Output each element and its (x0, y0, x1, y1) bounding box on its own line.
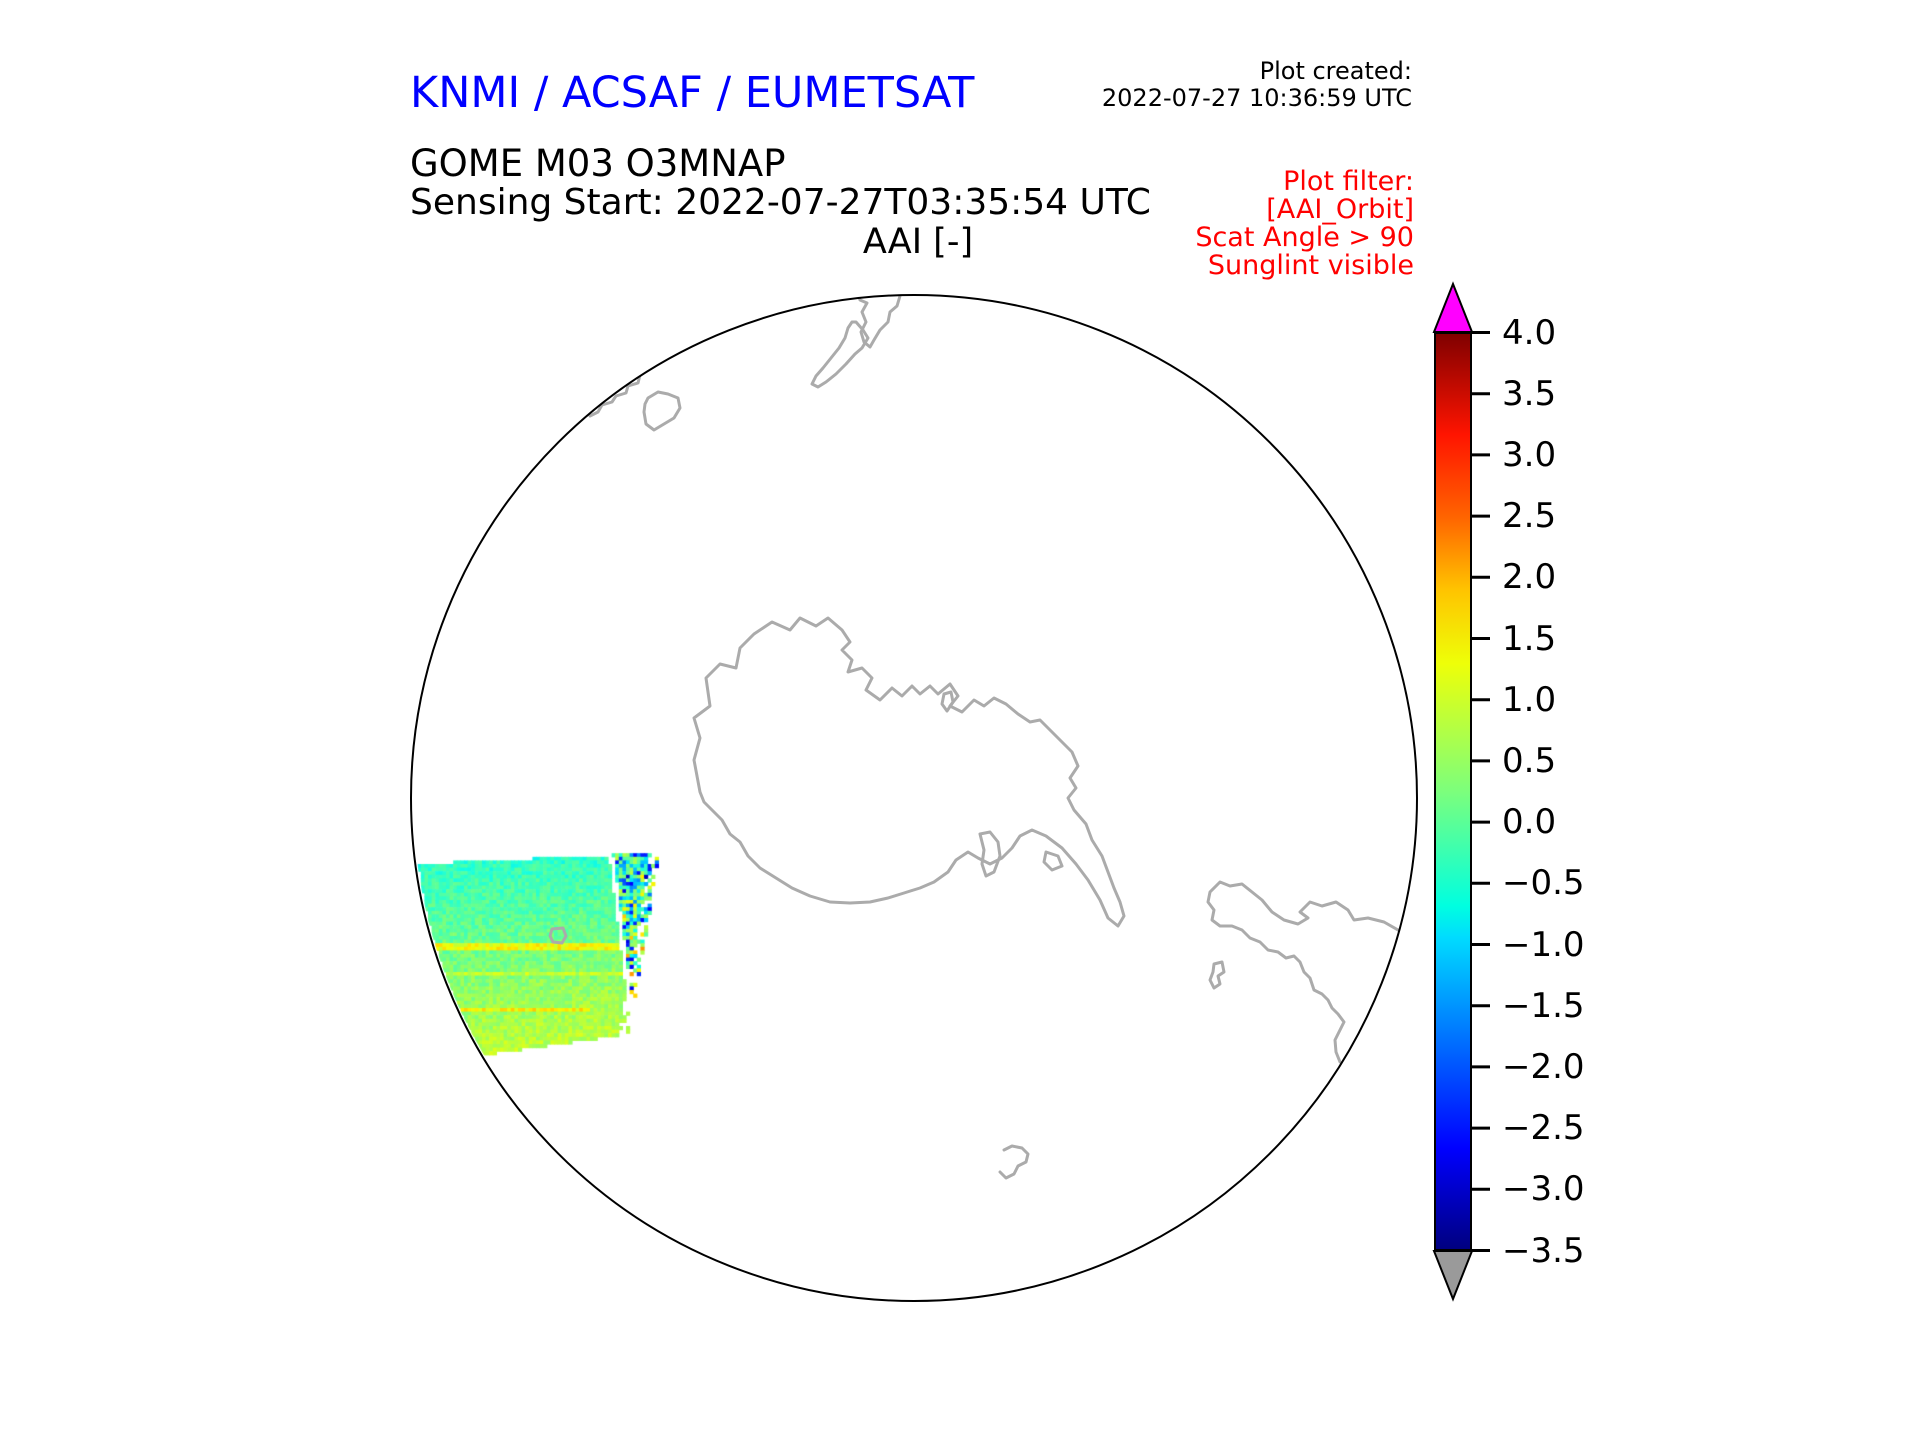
coastline-antarctica (692, 616, 1126, 928)
plot-created-timestamp: 2022-07-27 10:36:59 UTC (1101, 84, 1412, 112)
colorbar-tick-label: −2.0 (1502, 1046, 1585, 1087)
coastline-australia-south-coast (588, 367, 652, 418)
colorbar-tick-label: 3.5 (1502, 373, 1557, 414)
coastline-antarctic-islet-2 (1042, 850, 1064, 872)
colorbar-tick-label: 3.0 (1502, 434, 1557, 475)
coastline-antarctic-bay-island (978, 830, 1002, 878)
plot-filter-title: Plot filter: (1283, 166, 1414, 197)
colorbar-tick-label: −3.5 (1502, 1230, 1585, 1271)
coastline-fuegian-islets (1208, 960, 1226, 990)
sensing-start-time: Sensing Start: 2022-07-27T03:35:54 UTC (410, 182, 1151, 223)
colorbar-tick-label: 0.0 (1502, 802, 1557, 843)
colorbar-tick-label: 4.0 (1502, 312, 1557, 353)
colorbar (1434, 332, 1472, 1251)
coastline-southern-islet-arc (998, 1144, 1030, 1180)
colorbar-tick-label: 2.5 (1502, 496, 1557, 537)
plot-created-block: Plot created: 2022-07-27 10:36:59 UTC (1102, 58, 1412, 112)
colorbar-tick-label: −2.5 (1502, 1108, 1585, 1149)
coastline-tasmania (642, 390, 682, 432)
colorbar-over-range-arrow (1432, 281, 1474, 333)
projection-boundary-circle (410, 294, 1418, 1302)
coastline-new-zealand-north (856, 295, 902, 349)
colorbar-tick-marks (1472, 331, 1490, 1252)
coastline-swath-island-ring (548, 926, 568, 945)
plot-filter-scat-angle: Scat Angle > 90 (1195, 222, 1414, 253)
plot-filter-flag: [AAI_Orbit] (1266, 194, 1414, 225)
coastline-south-america (1206, 880, 1400, 1064)
colorbar-tick-label: 1.5 (1502, 618, 1557, 659)
plot-filter-note: Plot filter: [AAI_Orbit] Scat Angle > 90… (1195, 168, 1414, 280)
colorbar-under-range-arrow (1432, 1250, 1474, 1302)
colorbar-tick-label: 2.0 (1502, 557, 1557, 598)
coastline-new-zealand-south (810, 320, 870, 389)
coastline-antarctic-islet-1 (940, 690, 955, 713)
product-name: GOME M03 O3MNAP (410, 142, 786, 185)
colorbar-tick-label: −3.0 (1502, 1169, 1585, 1210)
colorbar-tick-label: 1.0 (1502, 679, 1557, 720)
colorbar-tick-label: −1.5 (1502, 985, 1585, 1026)
plot-filter-sunglint: Sunglint visible (1207, 250, 1414, 281)
plot-created-label: Plot created: (1259, 57, 1412, 85)
colorbar-tick-label: 0.5 (1502, 740, 1557, 781)
colorbar-tick-label: −0.5 (1502, 863, 1585, 904)
coastlines-layer (548, 295, 1400, 1180)
site-credit-title: KNMI / ACSAF / EUMETSAT (410, 68, 975, 118)
colorbar-tick-label: −1.0 (1502, 924, 1585, 965)
map-title: AAI [-] (862, 222, 974, 262)
